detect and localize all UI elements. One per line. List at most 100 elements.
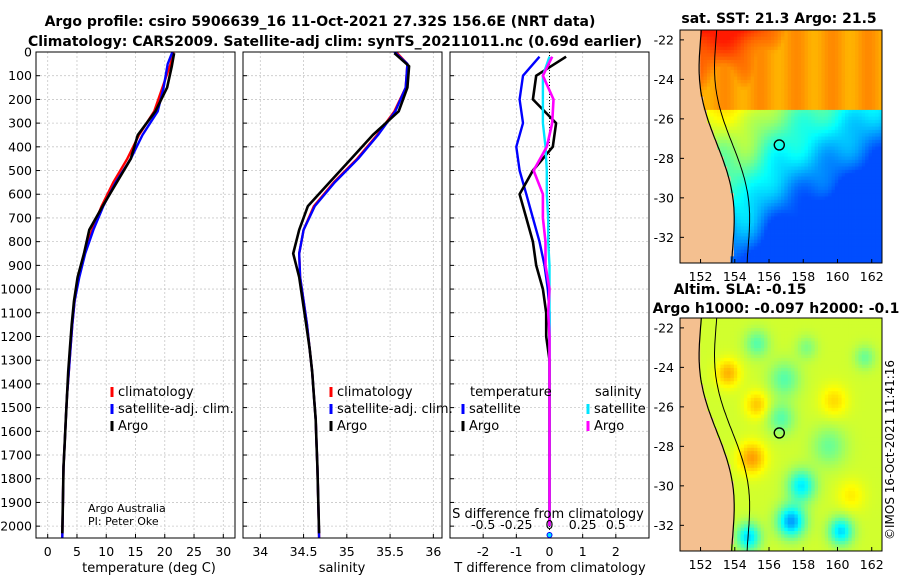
x-tick-label: -2 [477,544,489,559]
map-cell [706,259,711,263]
map-cell [828,43,832,48]
map-cell [868,159,873,164]
map-cell [690,56,694,61]
map-cell [807,69,812,74]
map-cell [720,199,725,204]
map-cell [791,206,795,211]
map-cell [777,106,782,111]
map-cell [733,203,738,207]
map-cell [828,99,832,104]
map-cell [811,136,816,141]
map-cell [861,86,866,91]
map-cell [791,196,795,201]
map-cell [861,213,866,217]
map-cell [700,371,704,375]
map-cell [828,119,832,124]
map-cell [821,129,826,134]
map-cell [693,109,698,114]
map-cell [737,246,741,251]
map-cell [797,66,802,71]
map-cell [764,43,768,48]
map-cell [750,156,755,161]
map-cell [787,136,792,141]
map-cell [871,259,876,263]
map-cell [784,119,789,124]
map-cell [720,119,725,124]
map-cell [733,223,738,227]
map-cell [828,243,832,247]
map-cell [834,106,839,111]
map-cell [754,169,758,174]
map-cell [818,79,822,84]
map-cell [700,209,704,214]
map-cell [737,146,741,151]
map-cell [760,69,765,74]
map-cell [696,106,701,111]
map-cell [754,226,758,231]
map-cell [764,136,768,141]
map-cell [693,474,698,479]
map-cell [781,93,785,97]
map-cell [801,43,805,48]
map-cell [680,233,684,237]
map-cell [814,139,819,144]
map-cell [683,169,688,174]
map-cell [693,166,698,171]
map-cell [680,83,684,87]
map-cell [807,123,812,127]
map-cell [733,36,738,41]
map-cell [858,49,863,54]
map-cell [858,209,863,214]
map-cell [851,79,856,84]
map-cell [737,259,741,263]
map-cell [807,86,812,91]
map-cell [757,166,762,171]
map-cell [831,73,836,77]
map-cell [750,196,755,201]
map-cell [814,99,819,104]
map-cell [828,189,832,194]
map-cell [727,203,731,207]
map-cell [686,511,691,515]
map-cell [686,203,691,207]
map-cell [818,76,822,81]
map-cell [811,109,816,114]
map-cell [770,196,775,201]
map-cell [791,79,795,84]
map-cell [686,259,691,263]
map-cell [844,146,849,151]
map-cell [686,477,691,482]
map-cell [831,259,836,263]
map-cell [683,421,688,425]
map-cell [807,113,812,117]
map-cell [723,103,728,107]
map-cell [865,149,869,154]
map-cell [686,417,691,422]
map-cell [818,59,822,64]
map-cell [818,159,822,164]
map-cell [848,253,853,257]
map-cell [781,99,785,104]
map-cell [804,96,809,101]
map-cell [865,56,869,61]
map-cell [797,63,802,68]
map-cell [683,43,688,48]
map-cell [710,176,715,181]
map-cell [727,30,731,34]
map-cell [713,143,718,147]
map-cell [831,86,836,91]
map-cell [686,424,691,429]
map-cell [690,139,694,144]
map-cell [683,327,688,332]
map-cell [844,96,849,101]
map-cell [875,153,880,157]
map-cell [828,126,832,131]
map-cell [781,169,785,174]
map-cell [804,156,809,161]
map-cell [706,246,711,251]
map-cell [757,243,762,247]
map-cell [693,183,698,187]
map-cell [740,239,745,244]
map-cell [784,76,789,81]
map-cell [717,216,721,221]
